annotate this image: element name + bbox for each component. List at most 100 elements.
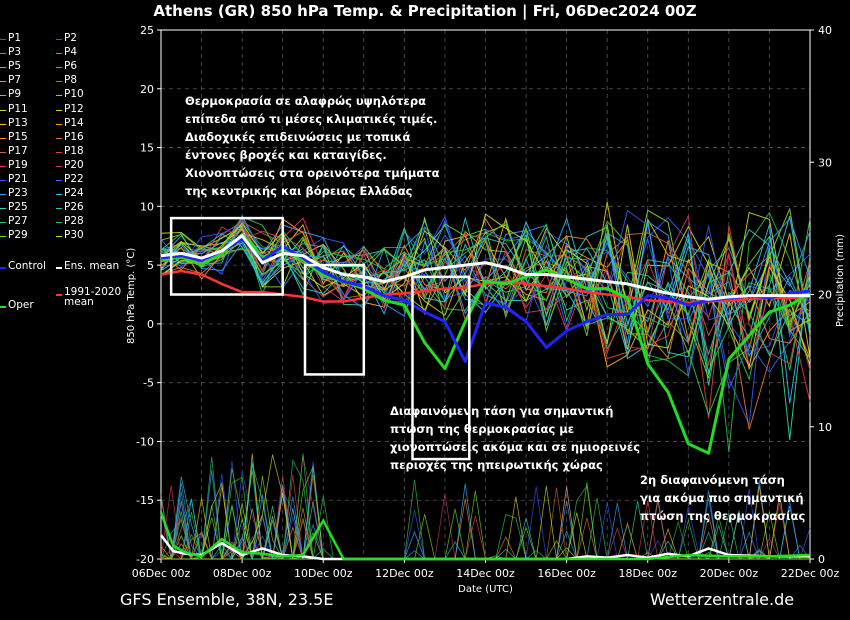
legend-swatch	[56, 95, 62, 97]
series-line-ens-mean	[160, 234, 810, 301]
legend-swatch	[0, 95, 6, 97]
y2-tick-label: 10	[818, 421, 832, 434]
annotation-mid-line: χιονοπτώσεις ακόμα και σε ημιορεινές	[390, 440, 641, 454]
legend-label: P12	[64, 102, 84, 115]
x-tick-label: 10Dec 00z	[294, 567, 353, 580]
legend-label: P22	[64, 173, 84, 185]
legend-swatch	[56, 151, 62, 153]
legend-swatch	[56, 294, 62, 296]
legend-swatch	[56, 267, 62, 269]
legend-label: P18	[64, 144, 84, 157]
legend-swatch	[0, 194, 6, 196]
x-tick-label: 14Dec 00z	[456, 567, 515, 580]
legend-swatch	[56, 165, 62, 167]
legend-swatch	[0, 53, 6, 55]
x-tick-label: 06Dec 00z	[132, 567, 191, 580]
legend-label: P14	[64, 116, 84, 129]
y-tick-label: 25	[140, 24, 154, 37]
legend-label: Ens. mean	[64, 260, 120, 272]
ensemble-member-line	[160, 202, 811, 358]
legend-label: P3	[8, 46, 22, 59]
annotation-box	[303, 263, 366, 376]
legend-label: P8	[64, 74, 78, 87]
annotation-mid: Διαφαινόμενη τάση για σημαντική πτώση τη…	[390, 402, 640, 474]
ensemble-member-line	[160, 216, 811, 404]
legend-label: P4	[64, 46, 78, 59]
x-tick-label: 18Dec 00z	[618, 567, 677, 580]
y2-tick-label: 40	[818, 24, 832, 37]
y-axis-label: 850 hPa Temp. (°C)	[126, 248, 137, 344]
legend-swatch	[56, 53, 62, 55]
legend-swatch	[0, 109, 6, 111]
footer-model-info: GFS Ensemble, 38N, 23.5E	[120, 590, 334, 609]
legend-label: Control	[8, 260, 46, 272]
legend-label: P30	[64, 229, 84, 242]
annotation-box	[169, 216, 284, 296]
legend-swatch	[0, 165, 6, 167]
legend-label: P9	[8, 88, 22, 101]
legend-swatch	[0, 306, 6, 308]
x-tick-label: 16Dec 00z	[537, 567, 596, 580]
ensemble-member-line	[160, 216, 811, 391]
legend-swatch	[0, 180, 6, 181]
legend-label: P15	[8, 130, 28, 143]
annotation-main-line: Θερμοκρασία σε αλαφρώς υψηλότερα	[185, 94, 427, 108]
y2-axis-label: Precipitation (mm)	[835, 234, 846, 327]
legend-label: P19	[8, 158, 28, 171]
legend-swatch	[0, 137, 6, 139]
legend-label: P29	[8, 229, 28, 242]
annotation-main-line: επίπεδα από τι μέσες κλιματικές τιμές.	[185, 112, 438, 126]
legend-label: P20	[64, 158, 84, 171]
legend-swatch	[56, 123, 62, 125]
legend-label: P11	[8, 102, 28, 115]
legend-label: P10	[64, 88, 84, 101]
annotation-main-line: της κεντρικής και βόρειας Ελλάδας	[185, 184, 413, 198]
annotation-main: Θερμοκρασία σε αλαφρώς υψηλότερα επίπεδα…	[185, 92, 440, 200]
legend-label: Oper	[8, 299, 34, 311]
annotation-main-line: έντονες βροχές και καταιγίδες.	[185, 148, 387, 162]
series-line-control	[160, 237, 811, 364]
legend-label: P21	[8, 173, 28, 185]
annotation-right: 2η διαφαινόμενη τάση για ακόμα πιο σημαν…	[640, 471, 805, 525]
legend-label: P27	[8, 215, 28, 228]
ensemble-member-line	[160, 216, 811, 417]
y-tick-label: 15	[140, 142, 154, 155]
annotation-right-line: για ακόμα πιο σημαντική	[640, 491, 804, 505]
legend-label: P24	[64, 187, 84, 200]
chart-title: Athens (GR) 850 hPa Temp. & Precipitatio…	[153, 2, 697, 20]
legend-swatch	[0, 123, 6, 125]
legend-swatch	[0, 236, 6, 238]
y2-tick-label: 20	[818, 289, 832, 302]
legend-label: P5	[8, 60, 22, 73]
legend-swatch	[0, 222, 6, 224]
legend-swatch	[0, 81, 6, 83]
x-tick-label: 12Dec 00z	[375, 567, 434, 580]
legend-label: P1	[8, 32, 22, 44]
annotation-box	[411, 275, 471, 461]
y-tick-label: 0	[147, 318, 154, 331]
footer-source: Wetterzentrale.de	[650, 590, 795, 609]
annotation-mid-line: περιοχές της ηπειρωτικής χώρας	[390, 458, 603, 472]
ensemble-member-line	[160, 217, 811, 359]
legend-swatch	[56, 194, 62, 196]
legend-label: P23	[8, 187, 28, 200]
legend-swatch	[0, 67, 6, 69]
x-tick-label: 22Dec 00z	[781, 567, 840, 580]
ensemble-member-line	[160, 207, 811, 379]
legend-label: P16	[64, 130, 84, 143]
y-tick-label: -5	[143, 377, 154, 390]
annotation-right-line: 2η διαφαινόμενη τάση	[640, 473, 785, 487]
legend-swatch	[56, 67, 62, 69]
annotation-main-line: Διαδοχικές επιδεινώσεις με τοπικά	[185, 130, 411, 144]
ensemble-member-line	[160, 213, 811, 368]
legend-label: P17	[8, 144, 28, 157]
chart-legend: P1 P2 P3 P4 P5 P6 P7 P8 P9 P10 P11 P12 P13 P14 P15 P16 P…	[0, 30, 132, 320]
legend-swatch	[0, 39, 6, 40]
legend-swatch	[0, 208, 6, 210]
y-tick-label: 10	[140, 200, 154, 213]
annotation-main-line: Χιονοπτώσεις στα ορεινότερα τμήματα	[185, 166, 440, 180]
legend-label: P25	[8, 201, 28, 214]
precip-line-oper	[159, 512, 811, 561]
y-tick-label: 20	[140, 83, 154, 96]
legend-swatch	[56, 222, 62, 224]
